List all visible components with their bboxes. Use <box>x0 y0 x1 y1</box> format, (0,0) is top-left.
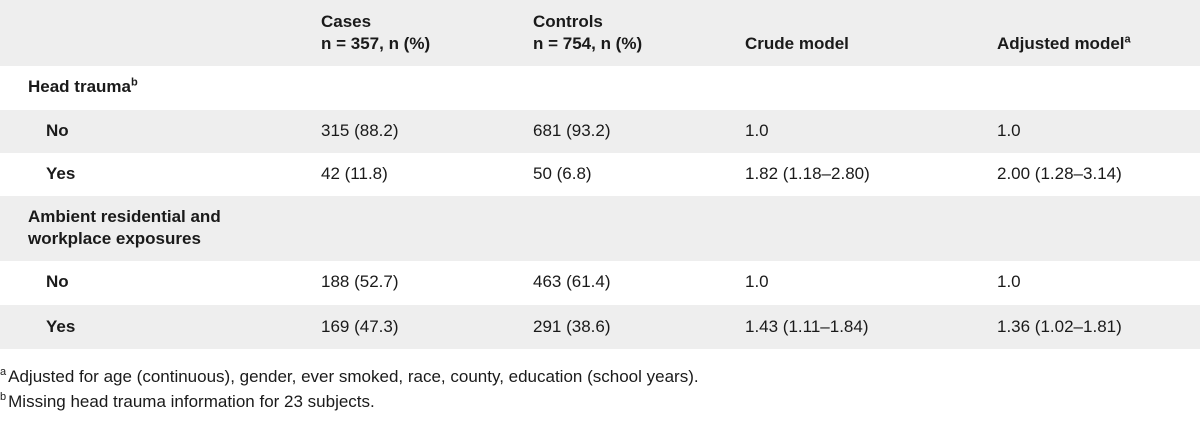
footnote-mark: a <box>0 366 7 379</box>
row-label: No <box>46 121 69 140</box>
section-label: Head traumab <box>28 76 138 98</box>
table-row: Yes 42 (11.8) 50 (6.8) 1.82 (1.18–2.80) … <box>0 153 1200 196</box>
section-label-text: Head trauma <box>28 77 131 96</box>
footnotes: a Adjusted for age (continuous), gender, … <box>0 364 1200 414</box>
cell-controls: 681 (93.2) <box>533 121 611 140</box>
footnote-b: b Missing head trauma information for 23 … <box>0 389 1200 414</box>
section-label-line: workplace exposures <box>28 229 201 248</box>
row-label: Yes <box>46 164 76 183</box>
table-header: Cases n = 357, n (%) Controls n = 754, n… <box>0 0 1200 66</box>
table-row: Yes 169 (47.3) 291 (38.6) 1.43 (1.11–1.8… <box>0 305 1200 349</box>
header-cases: Cases n = 357, n (%) <box>321 11 430 55</box>
cell-crude: 1.82 (1.18–2.80) <box>745 164 870 183</box>
cell-crude: 1.0 <box>745 272 769 291</box>
footnote-mark: b <box>130 76 138 89</box>
cell-controls: 291 (38.6) <box>533 317 611 336</box>
results-table: Cases n = 357, n (%) Controls n = 754, n… <box>0 0 1200 349</box>
footnote-a: a Adjusted for age (continuous), gender, … <box>0 364 1200 389</box>
header-adjusted-label: Adjusted model <box>997 34 1125 53</box>
cell-controls: 463 (61.4) <box>533 272 611 291</box>
table-row: No 188 (52.7) 463 (61.4) 1.0 1.0 <box>0 261 1200 305</box>
cell-cases: 315 (88.2) <box>321 121 399 140</box>
section-head-trauma: Head traumab <box>0 66 1200 110</box>
footnote-mark: b <box>0 391 7 404</box>
cell-adjusted: 1.0 <box>997 121 1021 140</box>
footnote-mark: a <box>1124 33 1131 46</box>
cell-adjusted: 1.0 <box>997 272 1021 291</box>
header-cases-title: Cases <box>321 12 372 31</box>
cell-cases: 188 (52.7) <box>321 272 399 291</box>
section-label-line: Ambient residential and <box>28 207 221 226</box>
table-row: No 315 (88.2) 681 (93.2) 1.0 1.0 <box>0 110 1200 153</box>
cell-controls: 50 (6.8) <box>533 164 592 183</box>
cell-cases: 42 (11.8) <box>321 164 388 183</box>
row-label: Yes <box>46 317 76 336</box>
cell-adjusted: 2.00 (1.28–3.14) <box>997 164 1122 183</box>
footnote-text: Missing head trauma information for 23 s… <box>8 392 375 411</box>
header-cases-sub: n = 357, n (%) <box>321 34 431 53</box>
header-controls-sub: n = 754, n (%) <box>533 34 643 53</box>
cell-crude: 1.43 (1.11–1.84) <box>745 317 869 336</box>
header-crude: Crude model <box>745 34 849 53</box>
footnote-text: Adjusted for age (continuous), gender, e… <box>8 367 699 386</box>
header-controls-title: Controls <box>533 12 603 31</box>
row-label: No <box>46 272 69 291</box>
section-ambient-exposures: Ambient residential and workplace exposu… <box>0 196 1200 261</box>
header-adjusted: Adjusted modela <box>997 33 1131 55</box>
section-label: Ambient residential and workplace exposu… <box>28 206 221 250</box>
cell-adjusted: 1.36 (1.02–1.81) <box>997 317 1122 336</box>
header-controls: Controls n = 754, n (%) <box>533 11 642 55</box>
cell-cases: 169 (47.3) <box>321 317 399 336</box>
cell-crude: 1.0 <box>745 121 769 140</box>
